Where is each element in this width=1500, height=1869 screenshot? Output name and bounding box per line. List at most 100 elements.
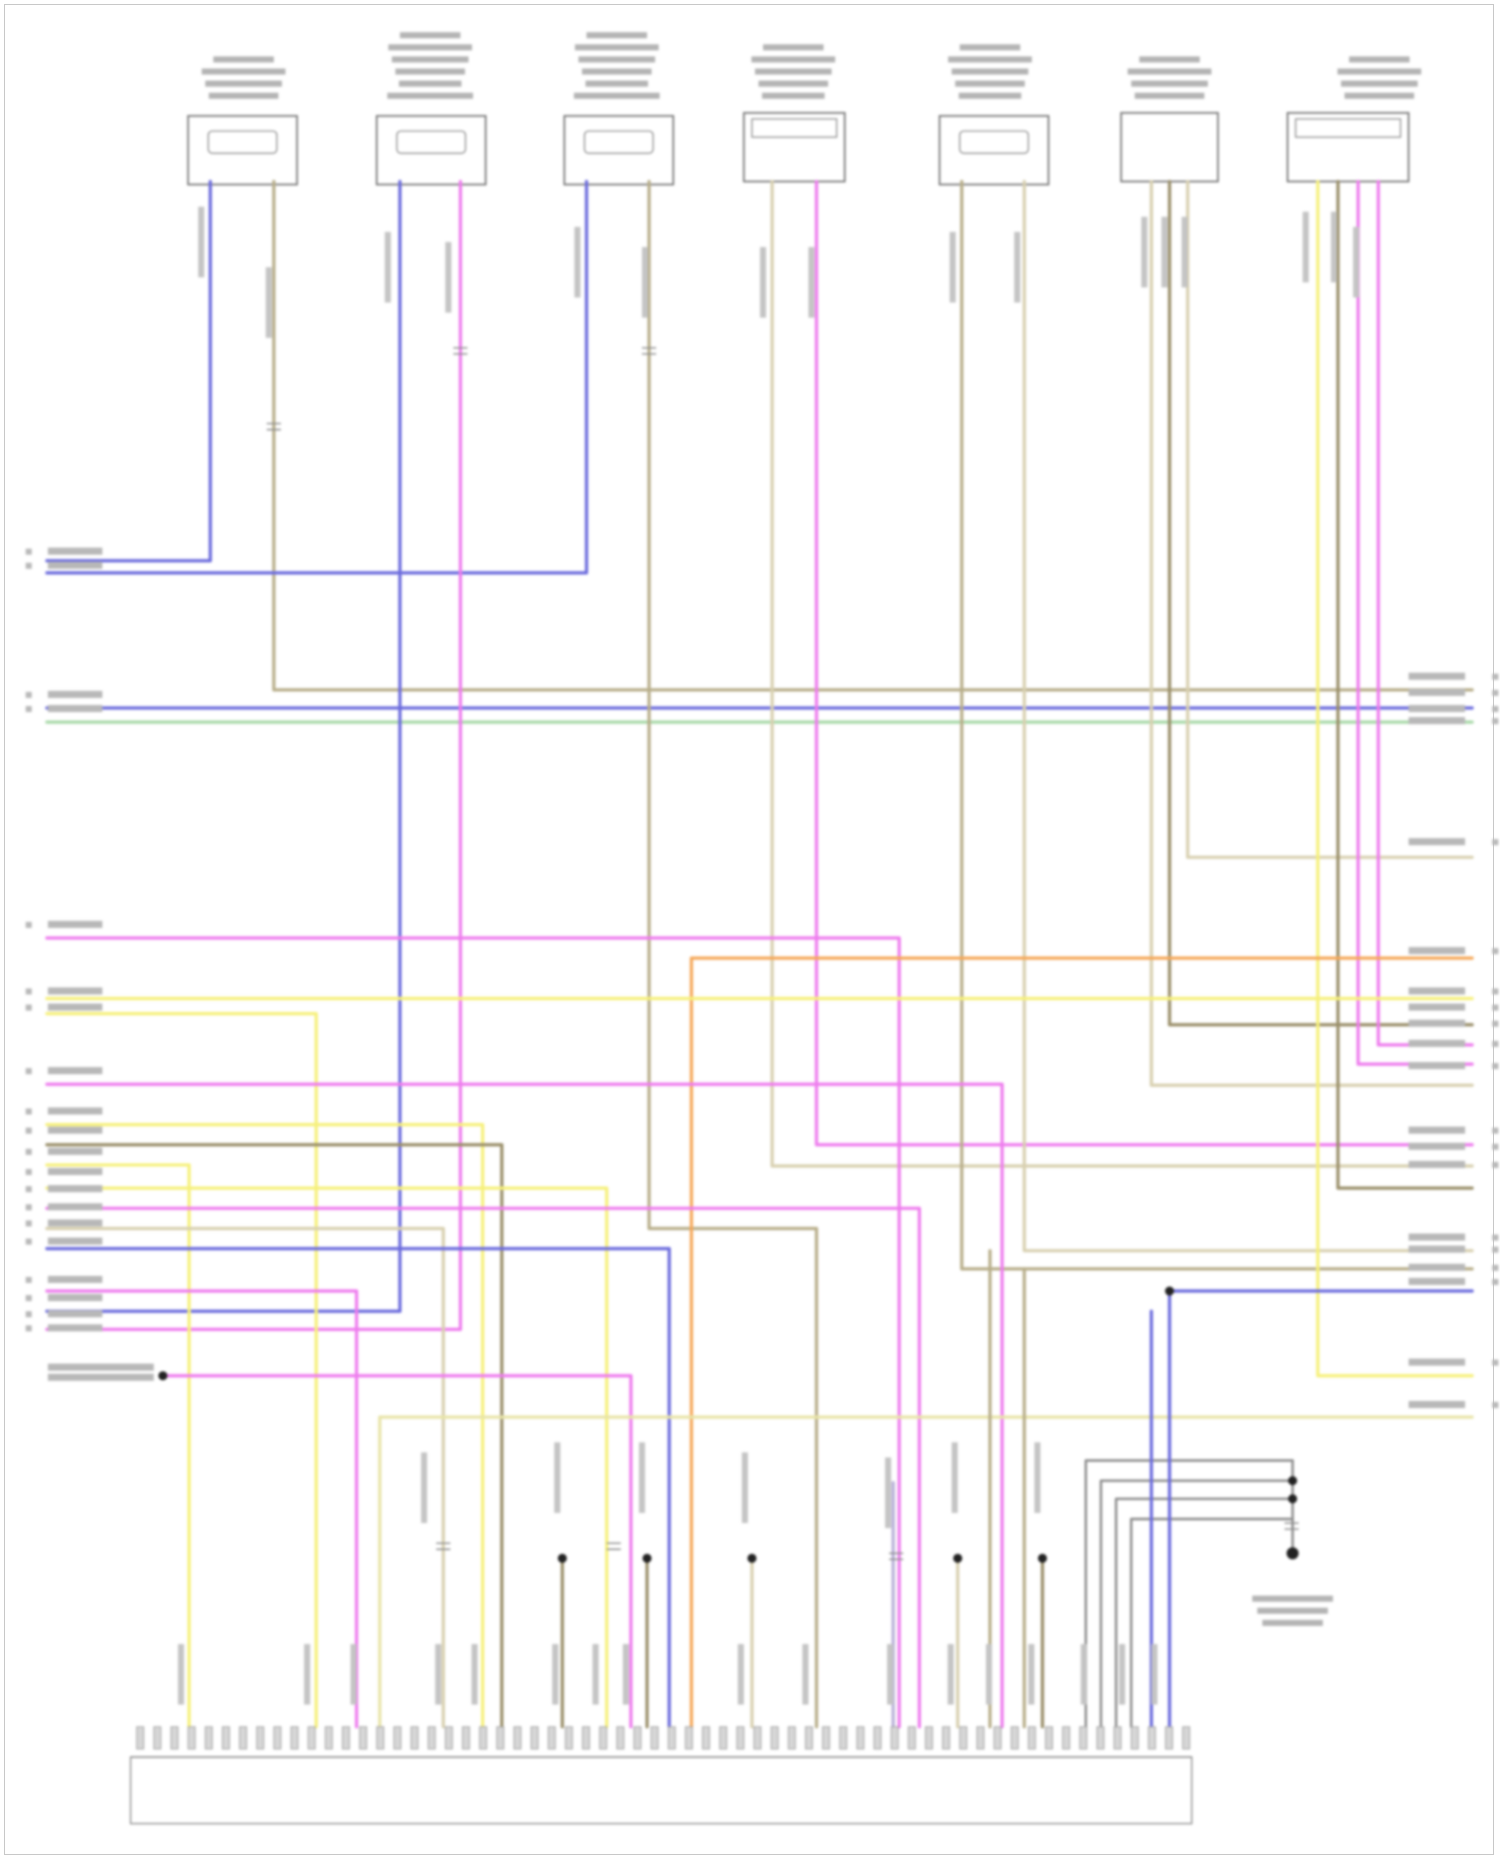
component-title-line (395, 68, 465, 75)
vertical-wire-tag (642, 247, 649, 318)
pin-number (1492, 1127, 1499, 1134)
wire (45, 179, 212, 563)
pin-number (1492, 1278, 1499, 1285)
wire-tag (1408, 1400, 1466, 1409)
pin-number (1492, 706, 1499, 713)
pin-number (25, 1276, 32, 1283)
wire (1336, 179, 1474, 1190)
wire (1316, 179, 1474, 1378)
ecm-pin (221, 1726, 230, 1750)
wire-tag (47, 1147, 103, 1155)
vertical-wire-tag (951, 1442, 958, 1513)
pin-number (25, 562, 32, 569)
transmission-tag (47, 1363, 154, 1371)
wire-tag (1408, 1160, 1466, 1168)
ground-title-line (1252, 1595, 1333, 1602)
wire-tag (1408, 1019, 1466, 1027)
pin-number (1492, 718, 1499, 725)
ecm-pin (993, 1726, 1002, 1750)
vertical-wire-tag (887, 1644, 894, 1705)
wire-tag (47, 690, 103, 698)
pin-number (25, 548, 32, 555)
wire (45, 1012, 318, 1729)
vertical-wire-tag (304, 1644, 311, 1705)
ecm-pin (153, 1726, 162, 1750)
ecm-pin (187, 1726, 196, 1750)
pin-number (25, 1204, 32, 1211)
wire (814, 179, 1474, 1147)
component-title-line (951, 68, 1029, 75)
component-title-line (1349, 56, 1410, 63)
wire-tag (1408, 1233, 1466, 1241)
ecm-pin (770, 1726, 779, 1750)
ecm-pin (342, 1726, 350, 1750)
wire-tag (47, 1203, 103, 1211)
wire-tag (1408, 1277, 1466, 1285)
ecm-pin (856, 1726, 865, 1750)
vertical-wire-tags (178, 206, 1360, 1705)
component-title-line (959, 44, 1021, 51)
ecm-pin (582, 1726, 590, 1750)
ecm-pin (530, 1726, 539, 1750)
pin-number (1492, 1161, 1499, 1168)
ecm-pin (976, 1726, 985, 1750)
vertical-wire-tag (949, 231, 956, 303)
ecm-pin (513, 1726, 522, 1750)
pin-number (1492, 988, 1499, 995)
wire (770, 179, 1474, 1168)
wire (45, 1186, 609, 1729)
wire (1084, 1459, 1294, 1728)
ecm-pin (616, 1726, 625, 1750)
component-2 (375, 115, 487, 186)
component-title-line (398, 80, 462, 87)
ecm-pin (839, 1726, 848, 1750)
wire-tag (47, 547, 103, 555)
ecm-pin (650, 1726, 659, 1750)
ecm-pin (1113, 1726, 1122, 1750)
pin-number (1492, 673, 1499, 680)
ecm-pin (1165, 1726, 1173, 1750)
right-wire-tags (1408, 672, 1499, 1409)
wire-tag (1408, 1062, 1466, 1070)
ecm-pin (393, 1726, 402, 1750)
ecm-pin (822, 1726, 831, 1750)
component-title-line (1127, 68, 1212, 75)
vertical-wire-tag (638, 1442, 646, 1513)
vertical-wire-tag (802, 1644, 809, 1705)
wire-tag (47, 1324, 103, 1332)
ecm-pin (290, 1726, 299, 1750)
vertical-wire-tag (885, 1457, 892, 1529)
pin-number (1492, 839, 1499, 846)
ecm-pin (1062, 1726, 1071, 1750)
vertical-wire-tag (1119, 1644, 1126, 1705)
component-5 (938, 115, 1050, 186)
vertical-wire-tag (985, 1644, 993, 1705)
pin-number (25, 1068, 32, 1075)
wire (45, 936, 901, 1729)
wire (161, 1374, 633, 1729)
component-title-line (1344, 92, 1415, 99)
wire-tag (1408, 717, 1466, 725)
wire-tag (1408, 1003, 1466, 1011)
component-title-line (578, 56, 656, 63)
component-title-line (1139, 56, 1200, 63)
ground-title-line (1262, 1619, 1323, 1626)
ecm-pin (307, 1726, 316, 1750)
wire-tag (47, 1275, 103, 1283)
wire-tag (47, 1126, 103, 1134)
component-title-line (205, 80, 282, 87)
vertical-wire-tag (435, 1644, 442, 1705)
component-title-line (586, 32, 648, 39)
pin-number (25, 1295, 32, 1302)
pin-number (25, 921, 32, 928)
vertical-wire-tag (265, 267, 272, 338)
wire-tag (1408, 1358, 1466, 1366)
pin-number (1492, 1063, 1499, 1070)
ecm-pin (410, 1726, 419, 1750)
component-title-line (948, 56, 1032, 63)
ecm-pin (890, 1726, 899, 1750)
pin-number (1492, 1004, 1499, 1011)
vertical-wire-tag (471, 1644, 478, 1705)
vertical-wire-tag (445, 242, 452, 313)
ecm-pin (667, 1726, 676, 1750)
